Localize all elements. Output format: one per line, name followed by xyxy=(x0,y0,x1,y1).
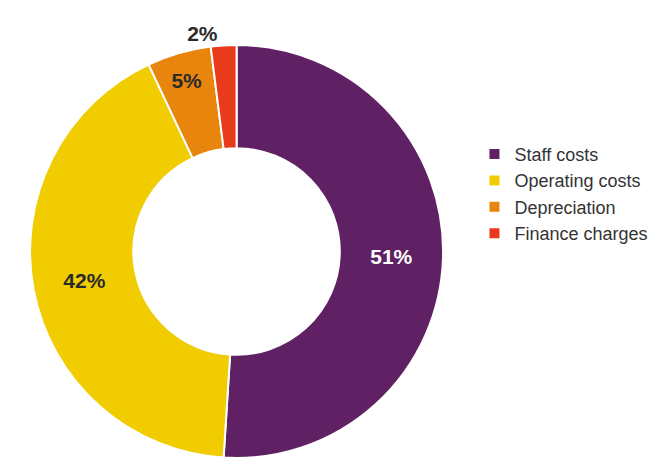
svg-text:51%: 51% xyxy=(370,245,412,268)
svg-text:Staff costs: Staff costs xyxy=(514,145,598,165)
svg-text:Finance charges: Finance charges xyxy=(514,224,647,244)
svg-text:Depreciation: Depreciation xyxy=(514,198,615,218)
svg-text:5%: 5% xyxy=(171,69,202,92)
svg-text:2%: 2% xyxy=(187,22,218,45)
svg-text:42%: 42% xyxy=(63,269,105,292)
svg-text:Operating costs: Operating costs xyxy=(514,171,640,191)
